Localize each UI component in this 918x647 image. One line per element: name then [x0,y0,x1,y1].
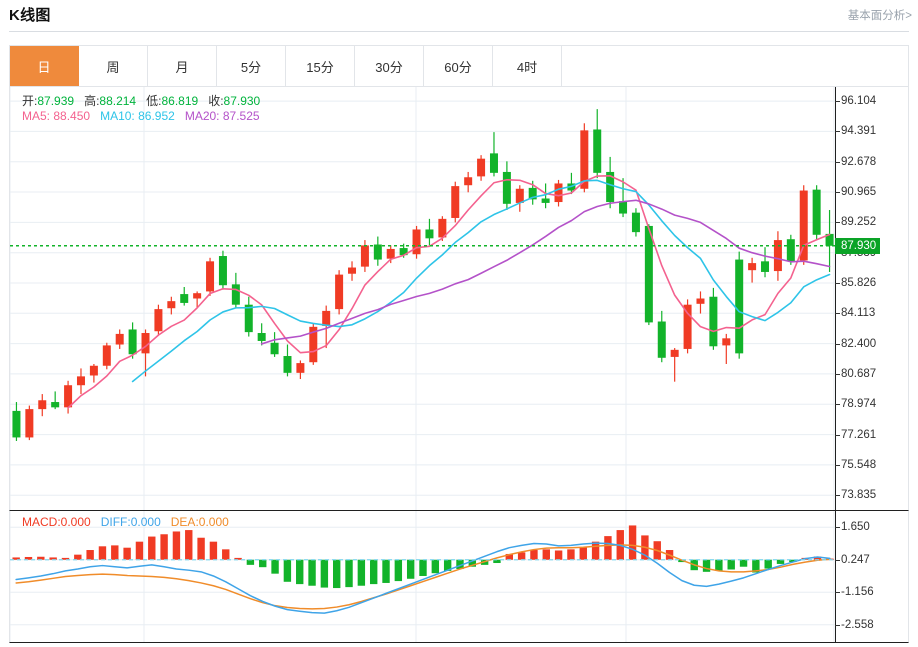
page-header: K线图 基本面分析> [0,0,918,32]
candlestick-panel[interactable]: 开:87.939 高:88.214 低:86.819 收:87.930 MA5:… [9,87,909,511]
tab-4[interactable]: 15分 [286,46,355,86]
tab-bar-filler [562,46,908,86]
tab-2[interactable]: 月 [148,46,217,86]
tab-1[interactable]: 周 [79,46,148,86]
tab-6[interactable]: 60分 [424,46,493,86]
price-axis-separator [835,87,836,643]
fundamental-analysis-link[interactable]: 基本面分析> [847,10,912,22]
tab-3[interactable]: 5分 [217,46,286,86]
candlestick-canvas[interactable] [10,87,908,510]
macd-panel[interactable]: MACD:0.000 DIFF:0.000 DEA:0.000 [9,511,909,643]
page-title: K线图 [9,7,51,24]
header-divider [9,31,909,32]
tab-active-0[interactable]: 日 [10,46,79,86]
tab-5[interactable]: 30分 [355,46,424,86]
macd-canvas[interactable] [10,511,908,642]
chart-frame: 开:87.939 高:88.214 低:86.819 收:87.930 MA5:… [9,87,909,643]
tab-7[interactable]: 4时 [493,46,562,86]
timeframe-tab-bar: 日周月 5分 15分 30分 60分 4时 [9,45,909,87]
